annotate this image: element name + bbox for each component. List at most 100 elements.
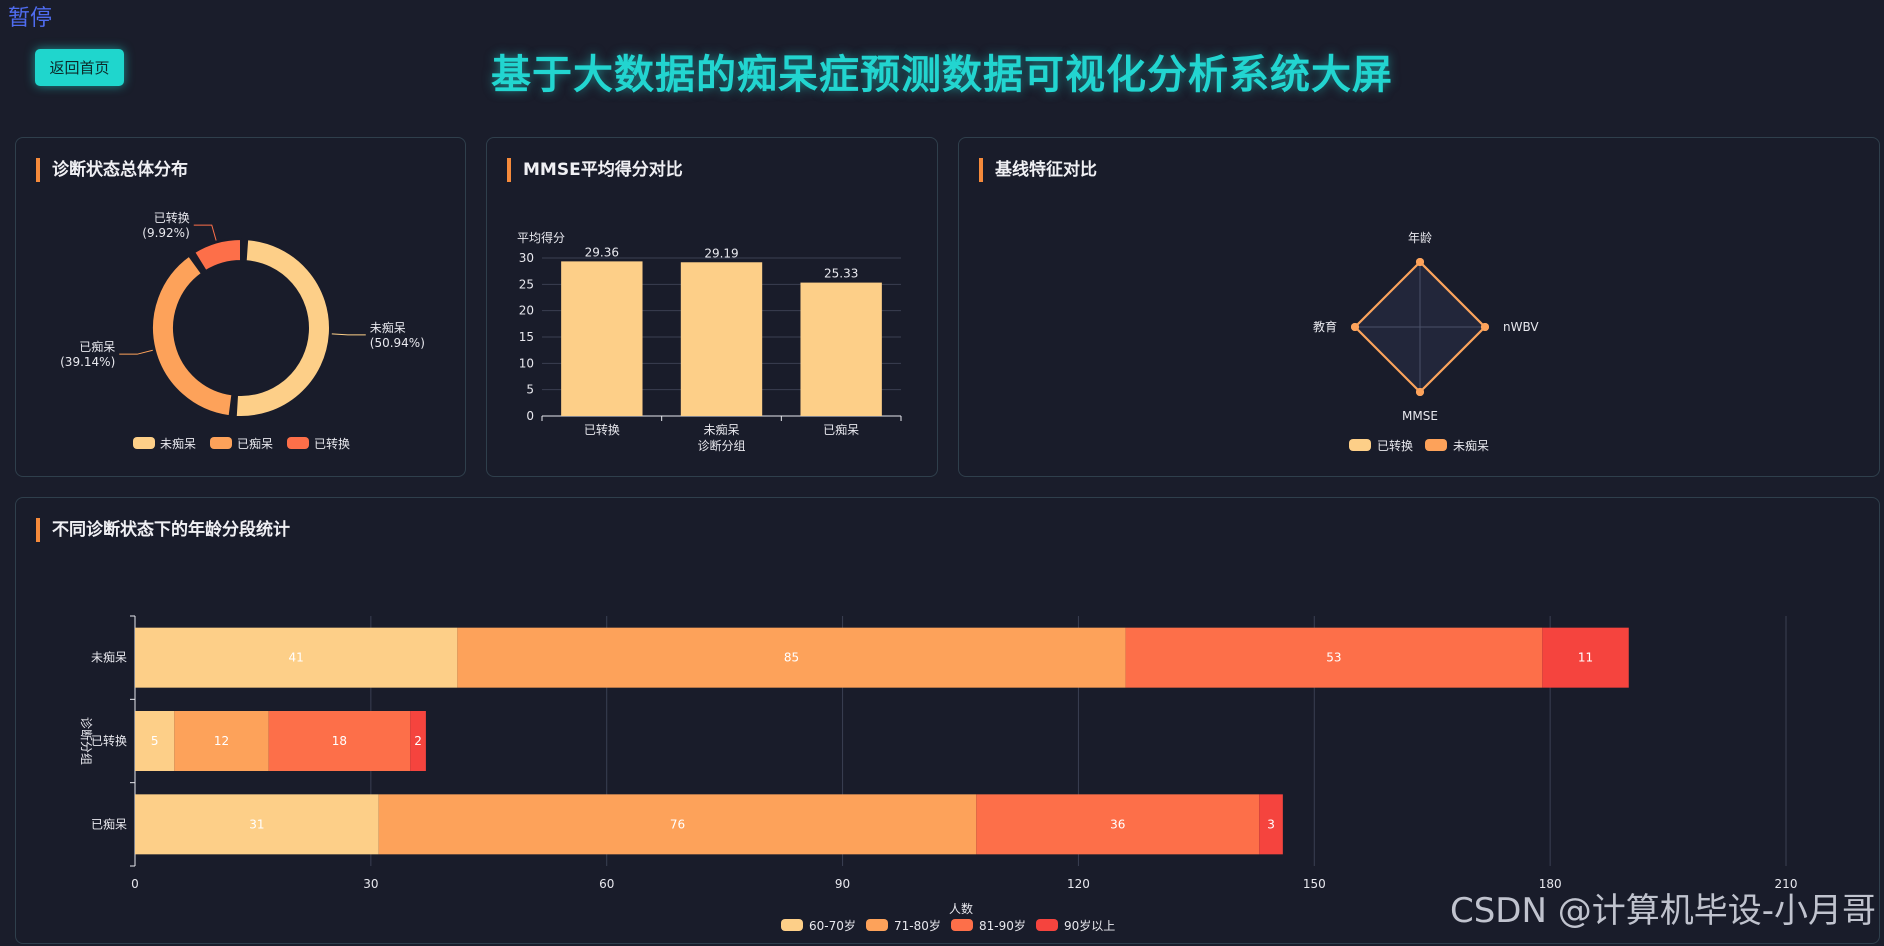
stack-bar-2-3: [1259, 794, 1283, 855]
pie-label-line-1: [119, 349, 153, 355]
stack-bar-0-2: [1125, 627, 1543, 688]
pause-label[interactable]: 暂停: [8, 6, 53, 31]
stack-legend-swatch-2: [951, 919, 973, 931]
radar-indicator-label-2: MMSE: [1402, 409, 1438, 423]
stack-legend-label-2: 81-90岁: [979, 918, 1026, 933]
radar-panel: 基线特征对比 年龄 nWBV MMSE 教育 已转换 未痴呆: [958, 137, 1880, 477]
bar-0: [561, 261, 643, 416]
stack-x-tick-2: 60: [599, 877, 614, 891]
bar-2: [800, 282, 882, 416]
stack-bar-2-2: [976, 794, 1260, 855]
stack-y-tick-label-1: 已转换: [91, 733, 127, 748]
stack-y-tick-label-0: 未痴呆: [91, 650, 127, 665]
radar-legend-label-0: 已转换: [1377, 438, 1413, 453]
pie-slice-1: [151, 254, 234, 418]
pie-label-name-0: 未痴呆: [370, 320, 406, 335]
stack-bar-label-2-0: 31: [249, 817, 264, 831]
radar-point-1-2: [1416, 388, 1424, 396]
stack-x-tick-4: 120: [1067, 877, 1090, 891]
stack-x-tick-1: 30: [363, 877, 378, 891]
bar-value-label-2: 25.33: [824, 267, 858, 281]
stack-bar-1-2: [268, 711, 411, 771]
stack-legend-swatch-0: [781, 919, 803, 931]
home-button[interactable]: 返回首页: [35, 49, 124, 86]
stack-x-tick-6: 180: [1539, 877, 1562, 891]
stack-bar-label-2-2: 36: [1110, 817, 1125, 831]
bar-x-tick-label-1: 未痴呆: [703, 422, 739, 437]
bar-y-tick-0: 0: [526, 409, 534, 423]
bar-1: [680, 262, 763, 416]
pie-legend-label-1: 已痴呆: [237, 436, 273, 451]
stack-x-tick-5: 150: [1303, 877, 1326, 891]
stack-bar-label-1-1: 12: [214, 734, 229, 748]
stack-x-tick-7: 210: [1775, 877, 1798, 891]
stack-legend-label-0: 60-70岁: [809, 918, 856, 933]
stack-bar-1-1: [174, 711, 269, 771]
radar-indicator-label-3: 教育: [1313, 319, 1337, 334]
stack-x-axis-title: 人数: [949, 901, 973, 916]
stack-bar-2-0: [135, 794, 379, 855]
stack-bar-2-1: [378, 794, 977, 855]
stack-bar-label-1-3: 2: [414, 734, 422, 748]
radar-point-1-1: [1481, 323, 1489, 331]
bar-y-tick-4: 20: [519, 304, 534, 318]
pie-legend-swatch-0: [133, 437, 155, 449]
stack-bar-0-3: [1542, 627, 1629, 688]
radar-point-1-0: [1416, 258, 1424, 266]
stack-bar-1-3: [410, 711, 426, 771]
stack-y-tick-label-2: 已痴呆: [91, 816, 127, 831]
stacked-bar-chart: 0 30 60 90 120 150 180 210 未痴呆 41 85 53 11 已转换 5 12 18 2 已…: [79, 615, 1798, 933]
stack-bar-label-1-0: 5: [151, 734, 159, 748]
bar-x-tick-label-2: 已痴呆: [823, 422, 859, 437]
stack-x-tick-0: 0: [131, 877, 139, 891]
pie-chart: 未痴呆(50.94%)已痴呆(39.14%)已转换(9.92%)未痴呆 已痴呆 已转…: [60, 210, 425, 451]
pie-legend-swatch-1: [210, 437, 232, 449]
pie-legend-label-2: 已转换: [314, 436, 350, 451]
pie-label-pct-2: (9.92%): [142, 226, 189, 240]
radar-indicator-label-1: nWBV: [1503, 320, 1539, 334]
bar-y-axis-title: 平均得分: [517, 230, 565, 245]
pie-legend-label-0: 未痴呆: [160, 436, 196, 451]
stack-bar-label-0-1: 85: [784, 651, 799, 665]
stack-bar-label-2-1: 76: [670, 817, 685, 831]
radar-legend-label-1: 未痴呆: [1453, 438, 1489, 453]
stack-y-axis-title: 诊断分组: [79, 717, 94, 765]
stack-legend-label-1: 71-80岁: [894, 918, 941, 933]
radar-indicator-label-0: 年龄: [1408, 231, 1432, 245]
pie-label-pct-1: (39.14%): [60, 355, 115, 369]
stack-bar-label-2-3: 3: [1267, 817, 1275, 831]
stack-bar-label-0-2: 53: [1326, 651, 1341, 665]
bar-y-tick-6: 30: [519, 251, 534, 265]
stack-panel-title: 不同诊断状态下的年龄分段统计: [36, 518, 290, 542]
bar-panel-title: MMSE平均得分对比: [507, 158, 683, 182]
pie-label-line-0: [331, 333, 366, 336]
bar-y-tick-5: 25: [519, 277, 534, 291]
pie-legend-swatch-2: [287, 437, 309, 449]
bar-x-tick-label-0: 已转换: [584, 422, 620, 437]
radar-legend-swatch-0: [1349, 439, 1371, 451]
stack-panel: 不同诊断状态下的年龄分段统计 0 30 60 90 120 150 180 210 未痴呆 41 8…: [15, 497, 1880, 944]
pie-label-name-1: 已痴呆: [79, 339, 115, 354]
pie-label-line-2: [193, 224, 217, 241]
bar-x-axis-title: 诊断分组: [697, 438, 745, 453]
pie-panel: 诊断状态总体分布 未痴呆 (50.94%) 已痴呆 (39.14%) 已转换 (9.92%…: [15, 137, 466, 477]
stack-bar-0-1: [457, 627, 1126, 688]
pie-slice-0: [234, 238, 331, 418]
bar-y-tick-2: 10: [519, 356, 534, 370]
pie-panel-title: 诊断状态总体分布: [36, 158, 188, 182]
stack-x-tick-3: 90: [835, 877, 850, 891]
stack-legend-swatch-1: [866, 919, 888, 931]
bar-value-label-0: 29.36: [585, 245, 619, 259]
pie-slice-2: [193, 238, 242, 273]
stack-legend-label-3: 90岁以上: [1064, 918, 1115, 933]
bar-y-tick-3: 15: [519, 330, 534, 344]
stack-bar-0-0: [135, 627, 458, 688]
stack-bar-1-0: [135, 711, 175, 771]
stack-bar-label-0-0: 41: [289, 651, 304, 665]
bar-y-tick-1: 5: [526, 383, 534, 397]
stack-bar-label-1-2: 18: [332, 734, 347, 748]
pie-label-name-2: 已转换: [154, 210, 190, 225]
stack-bar-label-0-3: 11: [1578, 651, 1593, 665]
bar-value-label-1: 29.19: [704, 246, 738, 260]
